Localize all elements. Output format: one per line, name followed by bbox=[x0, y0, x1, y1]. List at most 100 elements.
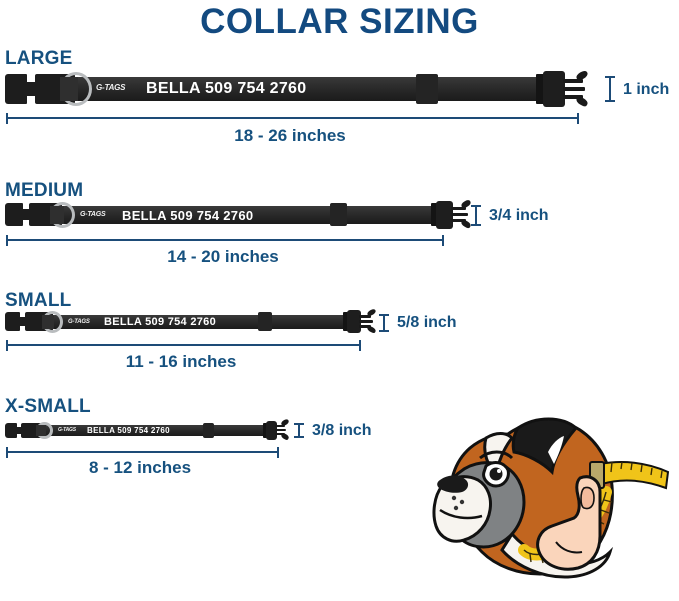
dimension-tick-right bbox=[359, 340, 361, 351]
width-dimension-xsmall bbox=[6, 447, 279, 458]
measuring-tape-tail bbox=[598, 461, 670, 490]
width-dimension-medium bbox=[6, 235, 444, 246]
strap-neck-large bbox=[25, 82, 37, 96]
dog-whisker-dot bbox=[451, 495, 457, 501]
width-label-small: 11 - 16 inches bbox=[125, 352, 237, 371]
strap-neck-small bbox=[18, 317, 27, 326]
dog-snout-white bbox=[432, 475, 492, 543]
dimension-line bbox=[6, 344, 361, 346]
ibeam-bar bbox=[298, 423, 300, 438]
dimension-tick-left bbox=[6, 235, 8, 246]
engraved-text-xsmall: BELLA 509 754 2760 bbox=[87, 426, 170, 435]
measuring-tape-tail-ticks bbox=[610, 461, 663, 479]
collar-strap-medium bbox=[50, 206, 450, 224]
hand-nail bbox=[580, 486, 595, 510]
slider-adjuster-xsmall bbox=[203, 423, 214, 438]
dimension-line bbox=[6, 451, 279, 453]
dimension-line bbox=[6, 239, 444, 241]
height-label-xsmall: 3/8 inch bbox=[312, 422, 372, 439]
slider-adjuster-medium bbox=[330, 203, 347, 226]
slider-adjuster-small bbox=[258, 312, 272, 331]
ibeam-cap-bottom bbox=[294, 436, 304, 438]
buckle-body-large bbox=[543, 71, 565, 107]
width-dimension-large bbox=[6, 113, 579, 124]
buckle-prong-middle-xsmall bbox=[275, 429, 286, 431]
buckle-body-small bbox=[347, 310, 361, 333]
size-row-large: LARGE G-TAGS BELLA 509 754 2760 bbox=[0, 0, 679, 150]
ibeam-bar bbox=[383, 314, 385, 332]
height-marker-large bbox=[605, 76, 615, 102]
dog-eye-pupil bbox=[489, 467, 503, 481]
dimension-tick-right bbox=[277, 447, 279, 458]
strap-neck-medium bbox=[21, 209, 31, 220]
width-label-large: 18 - 26 inches bbox=[234, 126, 346, 145]
buckle-prong-middle-medium bbox=[451, 213, 468, 216]
buckle-prong-upper-medium bbox=[451, 207, 466, 210]
collar-strap-xsmall bbox=[36, 425, 277, 436]
d-ring-mask-xsmall bbox=[36, 425, 46, 436]
brand-logo-medium: G-TAGS bbox=[80, 211, 106, 218]
dimension-line bbox=[6, 117, 579, 119]
hand-knuckle-line bbox=[555, 541, 583, 554]
buckle-body-medium bbox=[436, 201, 453, 229]
dimension-tick-left bbox=[6, 340, 8, 351]
buckle-lip-small bbox=[343, 312, 348, 331]
size-label-medium: MEDIUM bbox=[5, 180, 84, 201]
engraved-text-small: BELLA 509 754 2760 bbox=[104, 316, 216, 328]
page-title: COLLAR SIZING bbox=[200, 2, 479, 41]
strap-neck-xsmall bbox=[15, 427, 22, 434]
height-marker-small bbox=[379, 314, 389, 332]
buckle-prong-lower-large bbox=[563, 95, 583, 99]
buckle-lip-xsmall bbox=[263, 423, 267, 438]
dog-ear bbox=[511, 417, 579, 476]
width-dimension-small bbox=[6, 340, 361, 351]
buckle-prong-tip-lower-small bbox=[366, 325, 377, 334]
dimension-tick-left bbox=[6, 447, 8, 458]
dimension-tick-right bbox=[577, 113, 579, 124]
height-marker-xsmall bbox=[294, 423, 304, 438]
buckle-prong-tip-lower-xsmall bbox=[280, 432, 290, 441]
slider-adjuster-large bbox=[416, 74, 438, 104]
ibeam-bar bbox=[475, 205, 477, 226]
dog-eye-glint bbox=[497, 469, 501, 473]
ibeam-bar bbox=[609, 76, 611, 102]
size-row-xsmall: X-SMALL G-TAGS BELLA 509 754 2760 3/8 in… bbox=[0, 0, 679, 477]
buckle-body-xsmall bbox=[266, 421, 277, 440]
buckle-prong-lower-small bbox=[359, 325, 371, 328]
boxer-dog-illustration bbox=[430, 414, 679, 596]
buckle-prong-middle-large bbox=[563, 87, 585, 91]
strap-tip-xsmall bbox=[5, 423, 17, 438]
height-marker-medium bbox=[471, 205, 481, 226]
dog-whisker-dot bbox=[459, 499, 465, 505]
ibeam-cap-bottom bbox=[471, 224, 481, 226]
buckle-prong-tip-upper-small bbox=[366, 308, 377, 317]
brand-logo-xsmall: G-TAGS bbox=[58, 427, 76, 433]
collar-strap-small bbox=[42, 315, 360, 329]
dimension-tick-left bbox=[6, 113, 8, 124]
size-label-small: SMALL bbox=[5, 290, 72, 311]
height-label-medium: 3/4 inch bbox=[489, 207, 549, 224]
dog-brow bbox=[479, 450, 514, 460]
width-label-xsmall: 8 - 12 inches bbox=[88, 458, 192, 477]
strap-tip-medium bbox=[5, 203, 23, 226]
buckle-prong-upper-xsmall bbox=[275, 425, 285, 427]
engraved-text-large: BELLA 509 754 2760 bbox=[146, 80, 307, 97]
buckle-prong-upper-large bbox=[563, 79, 583, 83]
dog-nose bbox=[437, 475, 469, 493]
buckle-prong-lower-medium bbox=[451, 219, 466, 222]
engraved-text-medium: BELLA 509 754 2760 bbox=[122, 208, 254, 223]
size-row-medium: MEDIUM G-TAGS BELLA 509 754 2760 3/4 inc… bbox=[0, 0, 679, 266]
size-row-small: SMALL G-TAGS BELLA 509 754 2760 5/8 inch bbox=[0, 0, 679, 371]
buckle-prong-upper-small bbox=[359, 315, 371, 318]
brand-logo-small: G-TAGS bbox=[68, 319, 90, 325]
height-label-large: 1 inch bbox=[623, 81, 670, 98]
buckle-prong-lower-xsmall bbox=[275, 433, 285, 435]
brand-logo-large: G-TAGS bbox=[96, 83, 126, 92]
d-ring-mask-large bbox=[60, 77, 78, 101]
dog-ear-highlight bbox=[548, 436, 564, 464]
dimension-tick-right bbox=[442, 235, 444, 246]
d-ring-mask-small bbox=[42, 315, 54, 329]
d-ring-mask-medium bbox=[50, 206, 64, 224]
size-label-xsmall: X-SMALL bbox=[5, 396, 91, 417]
